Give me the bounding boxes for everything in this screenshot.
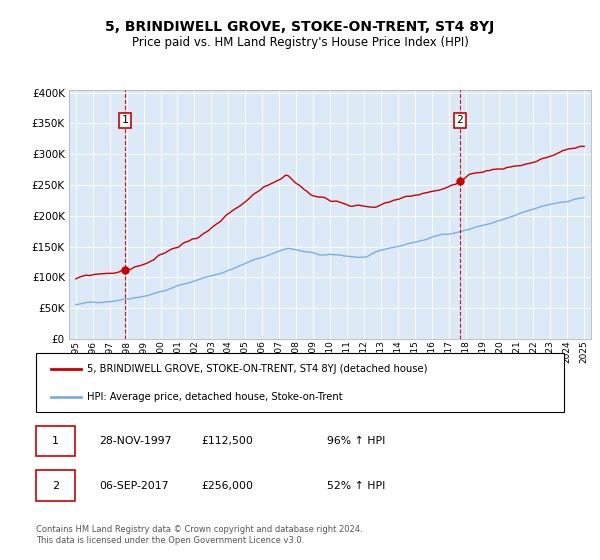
Text: 06-SEP-2017: 06-SEP-2017 (99, 481, 169, 491)
Text: 28-NOV-1997: 28-NOV-1997 (99, 436, 172, 446)
Text: 2: 2 (52, 481, 59, 491)
Text: 96% ↑ HPI: 96% ↑ HPI (327, 436, 385, 446)
Text: 2: 2 (457, 115, 463, 125)
Text: 5, BRINDIWELL GROVE, STOKE-ON-TRENT, ST4 8YJ (detached house): 5, BRINDIWELL GROVE, STOKE-ON-TRENT, ST4… (87, 364, 427, 374)
Text: Price paid vs. HM Land Registry's House Price Index (HPI): Price paid vs. HM Land Registry's House … (131, 36, 469, 49)
Text: 5, BRINDIWELL GROVE, STOKE-ON-TRENT, ST4 8YJ: 5, BRINDIWELL GROVE, STOKE-ON-TRENT, ST4… (106, 20, 494, 34)
Text: 1: 1 (122, 115, 128, 125)
Text: 1: 1 (52, 436, 59, 446)
Text: £112,500: £112,500 (201, 436, 253, 446)
Text: 52% ↑ HPI: 52% ↑ HPI (327, 481, 385, 491)
Text: £256,000: £256,000 (201, 481, 253, 491)
Text: Contains HM Land Registry data © Crown copyright and database right 2024.
This d: Contains HM Land Registry data © Crown c… (36, 525, 362, 545)
Text: HPI: Average price, detached house, Stoke-on-Trent: HPI: Average price, detached house, Stok… (87, 392, 343, 402)
